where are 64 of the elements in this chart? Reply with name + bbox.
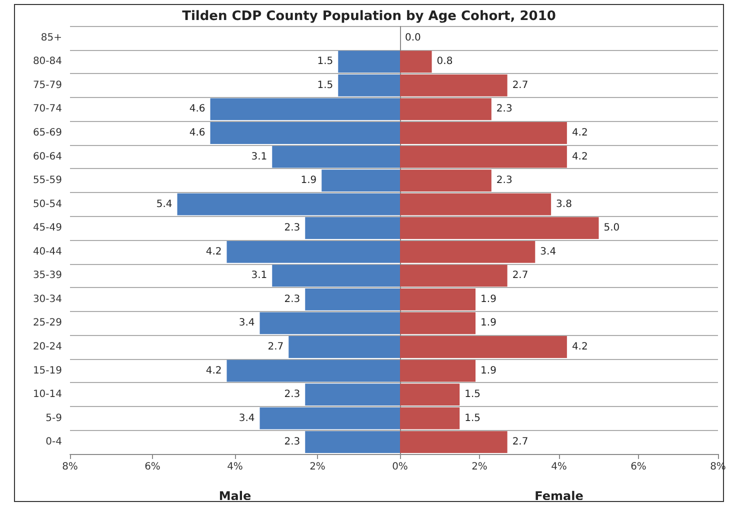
data-label: 3.4 xyxy=(238,412,255,424)
data-label: 1.5 xyxy=(464,412,481,424)
y-tick-label: 60-64 xyxy=(32,151,62,162)
y-tick-label: 40-44 xyxy=(32,246,62,258)
data-label: 0.0 xyxy=(405,32,421,44)
data-label: 4.2 xyxy=(572,151,588,162)
data-label: 2.7 xyxy=(512,270,528,282)
data-label: 4.2 xyxy=(572,128,588,138)
x-tick-label: 2% xyxy=(472,462,488,472)
data-label: 5.0 xyxy=(604,222,620,234)
data-label: 2.7 xyxy=(268,342,284,352)
y-tick-label: 0-4 xyxy=(46,436,62,448)
x-axis-title: Male xyxy=(218,489,252,503)
data-label: 1.5 xyxy=(464,389,481,400)
data-label: 1.5 xyxy=(317,56,334,68)
y-tick-label: 70-74 xyxy=(32,104,62,115)
y-tick-label: 80-84 xyxy=(32,56,62,68)
data-label: 3.8 xyxy=(556,198,572,210)
x-tick-label: 8% xyxy=(62,462,78,472)
y-tick-label: 55-59 xyxy=(32,175,62,186)
x-tick-label: 0% xyxy=(392,462,408,472)
data-label: 1.5 xyxy=(317,80,334,91)
y-tick-label: 45-49 xyxy=(32,222,62,234)
data-label: 2.7 xyxy=(512,80,528,91)
data-label: 1.9 xyxy=(480,318,496,329)
data-label: 4.2 xyxy=(206,365,222,376)
y-tick-label: 5-9 xyxy=(46,412,62,424)
data-label: 1.9 xyxy=(480,294,496,305)
data-label: 4.6 xyxy=(189,128,206,138)
data-label: 0.8 xyxy=(436,56,453,68)
data-label: 4.2 xyxy=(206,246,222,258)
y-tick-label: 85+ xyxy=(40,32,62,44)
data-label: 3.4 xyxy=(238,318,255,329)
data-label: 1.9 xyxy=(480,365,496,376)
x-tick-label: 2% xyxy=(310,462,326,472)
data-label: 4.6 xyxy=(189,104,206,115)
data-label: 1.9 xyxy=(300,175,317,186)
y-tick-label: 65-69 xyxy=(32,128,62,138)
y-tick-label: 50-54 xyxy=(32,198,62,210)
y-tick-label: 30-34 xyxy=(32,294,62,305)
data-label: 3.1 xyxy=(251,151,268,162)
data-label: 2.3 xyxy=(284,294,300,305)
data-label: 5.4 xyxy=(156,198,172,210)
data-label: 3.4 xyxy=(540,246,556,258)
data-label: 2.3 xyxy=(496,175,512,186)
data-label: 3.1 xyxy=(251,270,268,282)
data-label: 2.7 xyxy=(512,436,528,448)
x-tick-label: 4% xyxy=(551,462,567,472)
data-label: 2.3 xyxy=(496,104,512,115)
data-label: 4.2 xyxy=(572,342,588,352)
data-label: 2.3 xyxy=(284,222,300,234)
x-tick-label: 6% xyxy=(630,462,646,472)
data-label: 2.3 xyxy=(284,389,300,400)
x-axis-title: Female xyxy=(534,489,584,503)
x-tick-label: 6% xyxy=(144,462,160,472)
y-tick-label: 25-29 xyxy=(32,318,62,329)
x-tick-label: 4% xyxy=(227,462,243,472)
y-tick-label: 20-24 xyxy=(32,342,62,352)
data-label: 2.3 xyxy=(284,436,300,448)
y-tick-label: 15-19 xyxy=(32,365,62,376)
y-tick-label: 35-39 xyxy=(32,270,62,282)
y-tick-label: 75-79 xyxy=(32,80,62,91)
chart-title: Tilden CDP County Population by Age Cohort, 2010 xyxy=(181,9,557,24)
y-tick-label: 10-14 xyxy=(32,389,62,400)
